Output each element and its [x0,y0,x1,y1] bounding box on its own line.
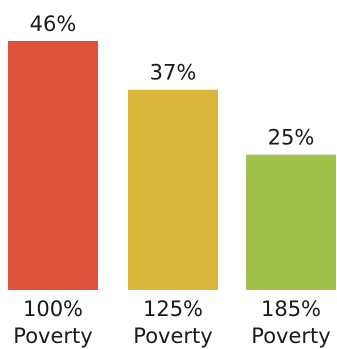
category-label-3-line-1: 185% [261,297,321,321]
bar-value-label-1: 46% [30,12,77,36]
bar-3 [246,154,336,290]
bar-value-label-2: 37% [150,61,197,85]
category-label-1-line-2: Poverty [13,324,92,348]
category-label-2-line-1: 125% [143,297,203,321]
value-labels-group: 46% 37% 25% [30,12,315,150]
bar-2 [128,89,218,290]
category-label-2-line-2: Poverty [133,324,212,348]
category-labels-group: 100% Poverty 125% Poverty 185% Poverty [13,297,330,348]
category-label-1-line-1: 100% [23,297,83,321]
category-label-3-line-2: Poverty [251,324,330,348]
bar-value-label-3: 25% [268,126,315,150]
bars-group [8,41,336,290]
bar-1 [8,41,98,290]
